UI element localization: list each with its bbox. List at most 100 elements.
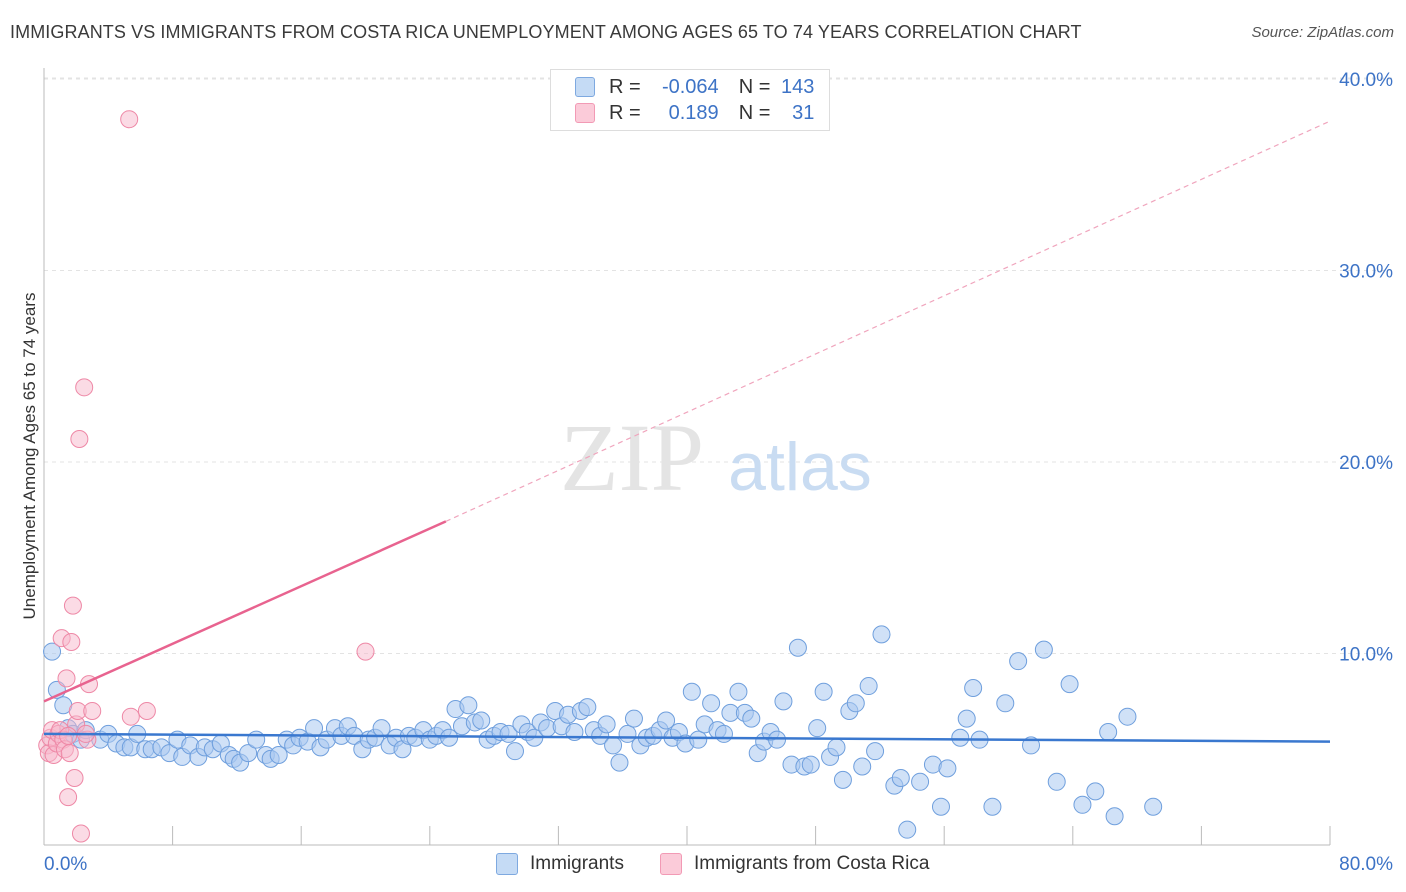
point-immigrants [1034, 640, 1053, 659]
point-immigrants [702, 694, 721, 713]
point-immigrants [898, 820, 917, 839]
axes [43, 68, 1331, 846]
legend-n-value: 31 [792, 101, 815, 124]
legend-r-value: 0.189 [668, 101, 719, 124]
point-immigrants [846, 694, 865, 713]
point-immigrants [729, 682, 748, 701]
point-costa-rica [59, 726, 78, 745]
point-immigrants [1047, 772, 1066, 791]
point-immigrants [872, 625, 891, 644]
point-immigrants [814, 682, 833, 701]
legend-swatch-costa-rica [575, 103, 595, 123]
point-immigrants [578, 698, 597, 717]
point-immigrants [1009, 652, 1028, 671]
legend-n-value: 143 [781, 75, 815, 98]
point-immigrants [964, 678, 983, 697]
point-immigrants [499, 724, 518, 743]
bottom-legend-costa-rica: Immigrants from Costa Rica [660, 852, 929, 876]
point-immigrants [1099, 723, 1118, 742]
point-immigrants [682, 682, 701, 701]
point-immigrants [768, 730, 787, 749]
legend-n-label: N = [738, 75, 771, 98]
point-immigrants [505, 742, 524, 761]
point-costa-rica [65, 768, 84, 787]
point-immigrants [239, 744, 258, 763]
legend-row-costa-rica: R = 0.189 N = 31 [575, 101, 814, 125]
point-immigrants [597, 715, 616, 734]
grid-lines [44, 77, 1392, 654]
point-immigrants [938, 759, 957, 778]
bottom-legend-swatch-costa-rica [660, 853, 682, 875]
point-immigrants [853, 757, 872, 776]
point-immigrants [269, 745, 288, 764]
point-costa-rica [137, 701, 156, 720]
legend-n-label: N = [738, 101, 771, 124]
point-immigrants [1022, 736, 1041, 755]
source-label: Source: ZipAtlas.com [1251, 24, 1394, 41]
point-immigrants [1060, 675, 1079, 694]
y-tick-label: 30.0% [1339, 262, 1393, 283]
point-immigrants [1086, 782, 1105, 801]
point-immigrants [774, 692, 793, 711]
chart-title: IMMIGRANTS VS IMMIGRANTS FROM COSTA RICA… [10, 22, 1082, 42]
point-costa-rica [59, 788, 78, 807]
y-tick-label: 40.0% [1339, 70, 1393, 91]
point-costa-rica [83, 701, 102, 720]
point-immigrants [931, 797, 950, 816]
point-immigrants [742, 709, 761, 728]
point-immigrants [43, 642, 62, 661]
point-immigrants [801, 755, 820, 774]
bottom-legend-immigrants: Immigrants [496, 852, 624, 876]
point-costa-rica [71, 824, 90, 843]
point-immigrants [604, 736, 623, 755]
point-immigrants [808, 719, 827, 738]
trend-line-costa-rica [43, 520, 447, 703]
point-costa-rica [60, 744, 79, 763]
x-tick-label: 80.0% [1339, 854, 1393, 875]
x-tick-label: 0.0% [44, 854, 87, 875]
point-immigrants [1073, 795, 1092, 814]
point-costa-rica [121, 707, 140, 726]
point-costa-rica [356, 642, 375, 661]
point-costa-rica [70, 430, 89, 449]
bottom-legend-label-costa-rica: Immigrants from Costa Rica [694, 853, 930, 874]
bottom-legend-swatch-immigrants [496, 853, 518, 875]
point-costa-rica [57, 669, 76, 688]
watermark-zip: ZIP [560, 404, 704, 511]
bottom-legend-label-immigrants: Immigrants [530, 853, 624, 874]
point-costa-rica [63, 596, 82, 615]
point-immigrants [833, 770, 852, 789]
point-immigrants [788, 638, 807, 657]
point-immigrants [859, 677, 878, 696]
point-costa-rica [62, 633, 81, 652]
point-immigrants [827, 738, 846, 757]
point-immigrants [1118, 707, 1137, 726]
point-immigrants [1144, 797, 1163, 816]
point-immigrants [372, 719, 391, 738]
point-immigrants [657, 711, 676, 730]
watermark-atlas: atlas [728, 429, 872, 505]
point-immigrants [996, 694, 1015, 713]
correlation-legend: R = -0.064 N = 143 R = 0.189 N = 31 [550, 69, 830, 131]
y-axis-label: Unemployment Among Ages 65 to 74 years [20, 292, 39, 620]
point-costa-rica [75, 378, 94, 397]
point-immigrants [610, 753, 629, 772]
point-immigrants [911, 772, 930, 791]
point-immigrants [957, 709, 976, 728]
y-tick-label: 20.0% [1339, 453, 1393, 474]
legend-row-immigrants: R = -0.064 N = 143 [575, 75, 814, 99]
point-immigrants [714, 724, 733, 743]
point-immigrants [951, 728, 970, 747]
point-immigrants [440, 728, 459, 747]
watermark: ZIP atlas [560, 404, 872, 511]
point-immigrants [459, 696, 478, 715]
point-immigrants [983, 797, 1002, 816]
legend-r-value: -0.064 [661, 75, 719, 98]
point-costa-rica [120, 110, 139, 129]
point-immigrants [472, 711, 491, 730]
legend-r-label: R = [609, 75, 641, 98]
series-immigrants-points [43, 625, 1163, 839]
point-immigrants [689, 730, 708, 749]
point-immigrants [247, 730, 266, 749]
